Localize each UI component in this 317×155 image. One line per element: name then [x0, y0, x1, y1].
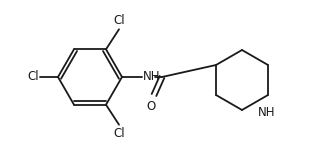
Text: NH: NH	[143, 71, 160, 84]
Text: O: O	[146, 100, 156, 113]
Text: Cl: Cl	[113, 14, 125, 27]
Text: Cl: Cl	[113, 127, 125, 140]
Text: NH: NH	[258, 106, 275, 119]
Text: Cl: Cl	[27, 71, 39, 84]
